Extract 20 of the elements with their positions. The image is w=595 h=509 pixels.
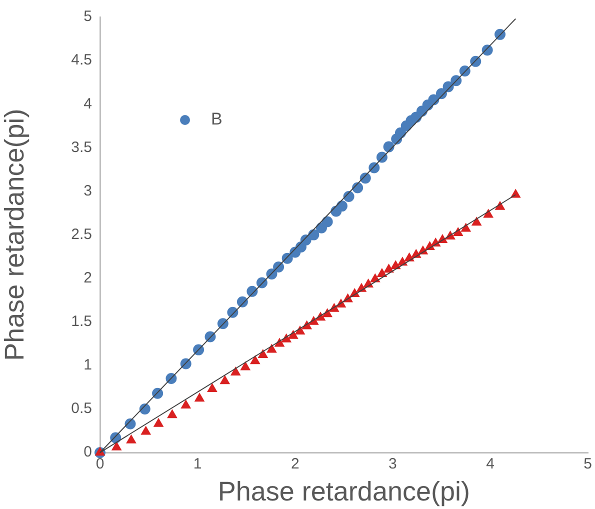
x-tick-label: 5 [584,456,592,473]
x-tick-label: 1 [193,456,202,473]
x-tick-label: 0 [96,456,104,473]
y-tick-label: 1.5 [71,313,92,330]
x-tick-label: 3 [388,456,397,473]
legend-label: B [211,110,222,129]
y-tick-label: 4 [84,95,92,112]
y-tick-label: 3.5 [71,138,92,156]
x-tick-label: 4 [486,456,494,473]
y-tick-label: 5 [84,8,92,26]
y-tick-label: 4.5 [71,52,92,69]
y-tick-label: 0 [84,444,92,461]
x-axis-title: Phase retardance(pi) [218,476,470,506]
y-axis-title: Phase retardance(pi) [0,108,30,361]
y-tick-label: 2.5 [71,226,92,243]
y-tick-label: 0.5 [71,400,92,418]
y-tick-label: 1 [84,356,92,374]
y-tick-label: 2 [84,270,92,286]
y-tick-label: 3 [84,182,92,200]
x-tick-label: 2 [290,456,300,473]
